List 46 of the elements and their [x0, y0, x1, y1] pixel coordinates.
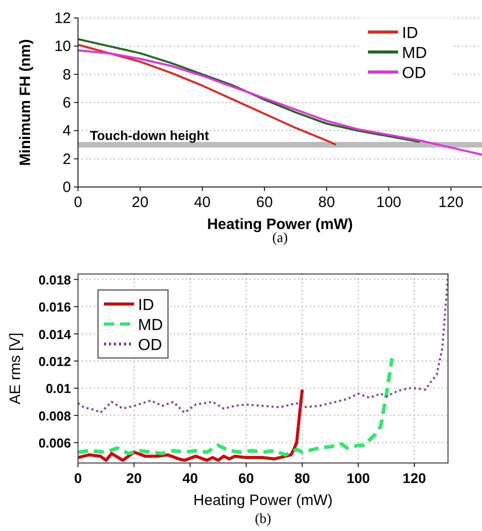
y-tick-label: 6	[62, 94, 71, 112]
y-tick-label: 2	[62, 150, 71, 168]
y-tick-label: 10	[54, 38, 71, 56]
x-tick-label: 20	[132, 194, 148, 211]
x-axis-title: Heating Power (mW)	[207, 216, 353, 233]
x-tick-label: 80	[294, 470, 310, 486]
x-tick-label: 80	[318, 194, 335, 211]
y-axis-title: AE rms [V]	[7, 332, 24, 404]
line-series	[76, 388, 304, 462]
x-tick-label: 60	[238, 470, 254, 486]
y-tick-label: 0.014	[38, 326, 72, 342]
legend-label: MD	[138, 317, 163, 334]
y-axis-title: Minimum FH (nm)	[17, 39, 34, 166]
line-series	[77, 44, 337, 146]
band-label: Touch-down height	[90, 128, 210, 143]
y-tick-label: 12	[54, 10, 71, 27]
line-series	[76, 356, 394, 457]
x-tick-label: 60	[256, 194, 273, 211]
legend-label: ID	[138, 297, 154, 314]
legend-label: OD	[402, 65, 426, 82]
line-series	[77, 274, 449, 414]
text: (a)	[272, 231, 288, 246]
y-tick-label: 0.006	[38, 436, 71, 451]
x-tick-label: 0	[74, 470, 82, 486]
x-tick-label: 120	[402, 470, 426, 486]
x-tick-label: 120	[438, 194, 464, 211]
y-tick-label: 0.008	[38, 408, 71, 424]
legend-label: MD	[402, 45, 427, 62]
legend-label: OD	[138, 337, 162, 354]
y-tick-label: 4	[62, 122, 71, 140]
y-tick-label: 8	[62, 66, 71, 84]
x-tick-label: 40	[182, 470, 198, 486]
legend-label: ID	[402, 25, 418, 42]
y-tick-label: 0.018	[38, 272, 71, 288]
x-tick-label: 20	[126, 470, 142, 486]
x-tick-label: 0	[74, 194, 82, 211]
line-series	[77, 49, 482, 156]
y-tick-label: 0.016	[38, 300, 71, 315]
y-tick-label: 0.012	[38, 354, 71, 370]
x-tick-label: 100	[346, 470, 370, 486]
x-tick-label: 100	[376, 194, 402, 211]
text: (b)	[254, 512, 272, 527]
y-tick-label: 0	[62, 179, 71, 196]
y-tick-label: 0.01	[46, 381, 71, 396]
x-axis-title: Heating Power (mW)	[193, 492, 333, 509]
x-tick-label: 40	[194, 194, 211, 211]
